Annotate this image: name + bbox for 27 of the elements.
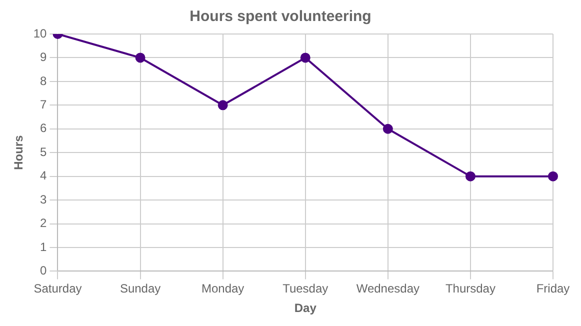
y-tick-label: 1	[40, 240, 48, 254]
point	[300, 52, 310, 63]
x-tick-label: Tuesday	[282, 282, 328, 296]
point	[218, 100, 228, 110]
point	[135, 52, 146, 63]
y-tick-label: 9	[40, 50, 48, 64]
y-tick-label: 8	[40, 74, 48, 88]
y-tick-label: 3	[40, 192, 48, 206]
point	[382, 124, 393, 134]
y-tick-label: 4	[40, 168, 48, 183]
x-tick-label: Friday	[536, 282, 570, 296]
y-tick-label: 5	[40, 144, 48, 159]
y-tick-label: 0	[40, 264, 48, 278]
point	[548, 171, 558, 182]
x-tick-label: Monday	[201, 282, 244, 296]
y-tick-label: 2	[40, 216, 48, 230]
y-tick-label: 10	[33, 26, 48, 40]
point	[465, 171, 476, 182]
x-tick-label: Sunday	[120, 282, 161, 296]
x-axis-title: Day	[294, 301, 317, 316]
y-tick-label: 6	[40, 121, 48, 136]
x-tick-label: Thursday	[445, 282, 496, 296]
x-tick-label: Wednesday	[356, 282, 420, 296]
y-axis-title: Hours	[12, 134, 26, 170]
chart-title: Hours spent volunteering	[190, 8, 372, 26]
y-tick-label: 7	[40, 97, 48, 112]
x-tick-label: Saturday	[34, 282, 82, 296]
